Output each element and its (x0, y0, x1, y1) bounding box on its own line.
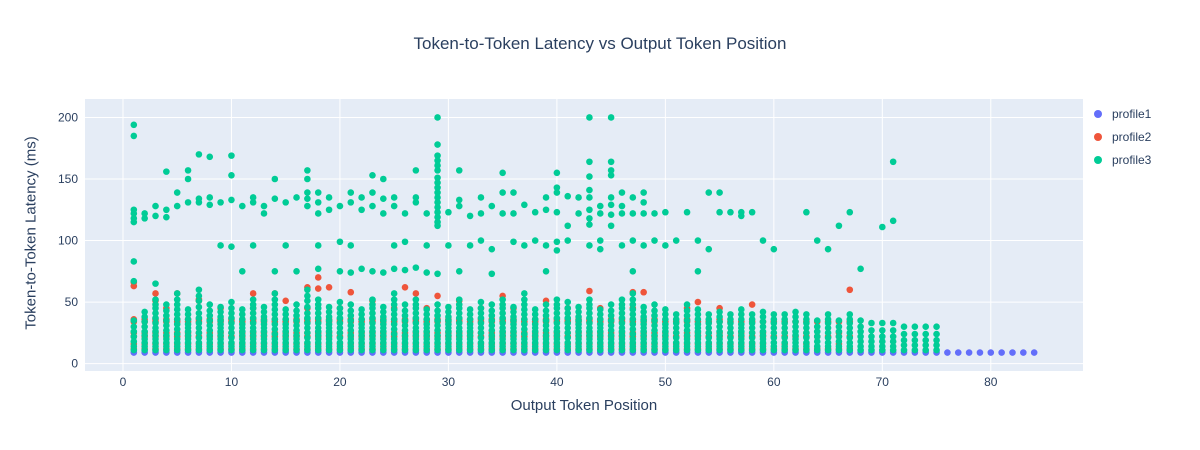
legend-marker-profile3-icon (1094, 156, 1102, 164)
legend-marker-profile2-icon (1094, 133, 1102, 141)
y-axis-title: Token-to-Token Latency (ms) (22, 136, 40, 330)
legend-item-profile1[interactable]: profile1 (1094, 107, 1151, 121)
plot-background (85, 99, 1083, 371)
series-profile3-points (130, 114, 940, 354)
x-tick-label: 30 (442, 375, 456, 389)
x-axis-title: Output Token Position (510, 397, 658, 414)
y-tick-label: 0 (71, 357, 78, 371)
x-tick-label: 60 (767, 375, 781, 389)
x-tick-label: 0 (120, 375, 127, 389)
x-tick-label: 40 (550, 375, 564, 389)
y-tick-label: 150 (58, 172, 78, 186)
legend-item-profile3[interactable]: profile3 (1094, 153, 1151, 167)
legend-marker-profile1-icon (1094, 110, 1102, 118)
x-tick-label: 20 (333, 375, 347, 389)
x-tick-label: 70 (876, 375, 890, 389)
legend-label-profile2: profile2 (1112, 130, 1152, 144)
legend-label-profile1: profile1 (1112, 107, 1152, 121)
x-tick-labels: 0 10 20 30 40 50 60 70 80 (120, 375, 998, 389)
chart-title: Token-to-Token Latency vs Output Token P… (413, 34, 787, 53)
legend: profile1 profile2 profile3 (1094, 107, 1151, 167)
x-tick-label: 80 (984, 375, 998, 389)
y-tick-labels: 0 50 100 150 200 (58, 110, 78, 370)
x-tick-label: 10 (225, 375, 239, 389)
legend-label-profile3: profile3 (1112, 153, 1152, 167)
legend-item-profile2[interactable]: profile2 (1094, 130, 1151, 144)
x-tick-label: 50 (659, 375, 673, 389)
y-tick-label: 50 (65, 295, 79, 309)
y-tick-label: 100 (58, 234, 78, 248)
y-tick-label: 200 (58, 110, 78, 124)
